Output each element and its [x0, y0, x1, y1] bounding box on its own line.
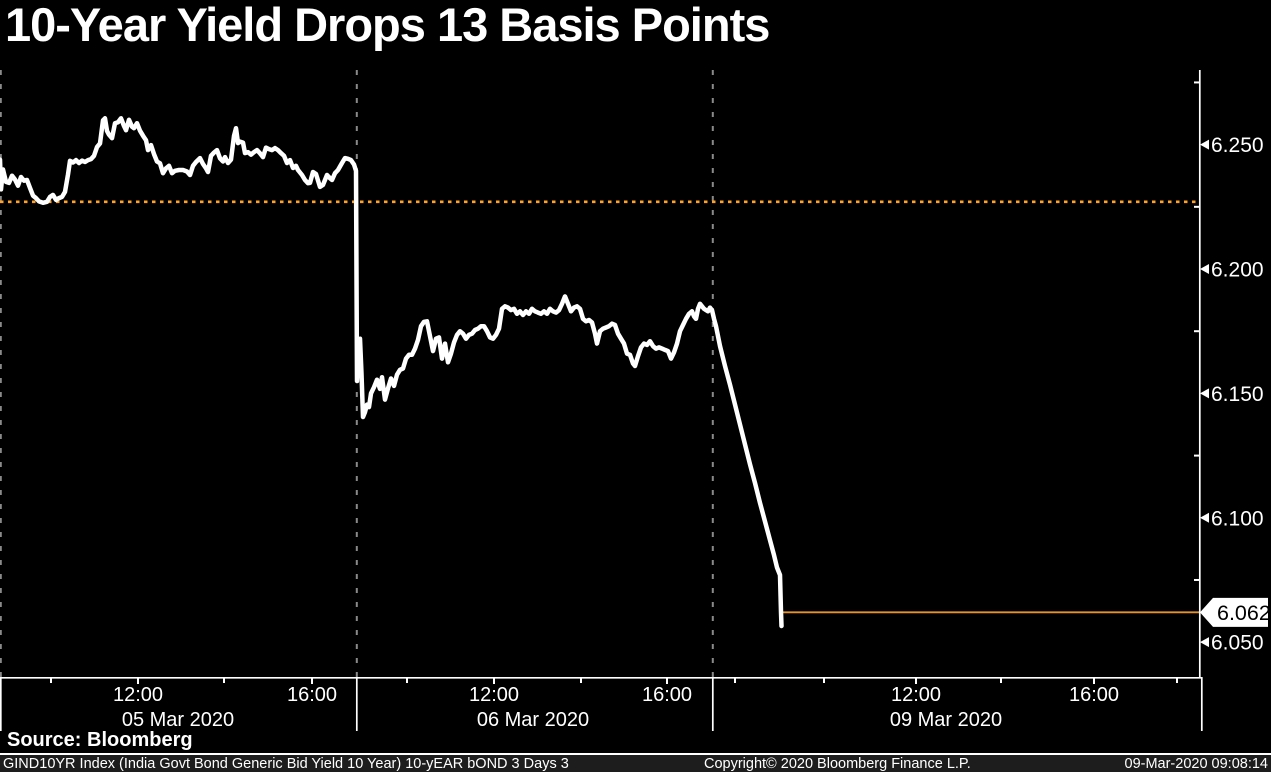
- date-label: 05 Mar 2020: [122, 709, 234, 731]
- copyright-text: Copyright© 2020 Bloomberg Finance L.P.: [704, 756, 971, 772]
- y-tick-label: 6.100: [1211, 507, 1264, 530]
- timestamp: 09-Mar-2020 09:08:14: [1124, 756, 1269, 772]
- y-major-tick: [1200, 264, 1209, 275]
- security-description: GIND10YR Index (India Govt Bond Generic …: [3, 756, 569, 772]
- last-price-tag: [1200, 597, 1268, 627]
- y-major-tick: [1200, 139, 1209, 150]
- y-major-tick: [1200, 388, 1209, 399]
- footer-separator-line: [0, 753, 1271, 755]
- last-price-tag-label: 6.062: [1217, 601, 1271, 625]
- time-tick-label: 12:00: [113, 684, 163, 706]
- time-tick-label: 12:00: [891, 684, 941, 706]
- time-tick-label: 12:00: [469, 684, 519, 706]
- date-label: 09 Mar 2020: [890, 709, 1002, 731]
- y-tick-label: 6.050: [1211, 632, 1264, 655]
- yield-series-line: [0, 116, 784, 629]
- y-major-tick: [1200, 512, 1209, 523]
- time-tick-label: 16:00: [287, 684, 337, 706]
- date-label: 06 Mar 2020: [477, 709, 589, 731]
- source-label: Source: Bloomberg: [7, 729, 193, 751]
- time-tick-label: 16:00: [1069, 684, 1119, 706]
- footer-bar: GIND10YR Index (India Govt Bond Generic …: [0, 755, 1271, 772]
- y-tick-label: 6.250: [1211, 134, 1264, 157]
- y-major-tick: [1200, 637, 1209, 648]
- time-tick-label: 16:00: [642, 684, 692, 706]
- y-tick-label: 6.200: [1211, 259, 1264, 282]
- chart-title: 10-Year Yield Drops 13 Basis Points: [5, 0, 770, 51]
- y-tick-label: 6.150: [1211, 383, 1264, 406]
